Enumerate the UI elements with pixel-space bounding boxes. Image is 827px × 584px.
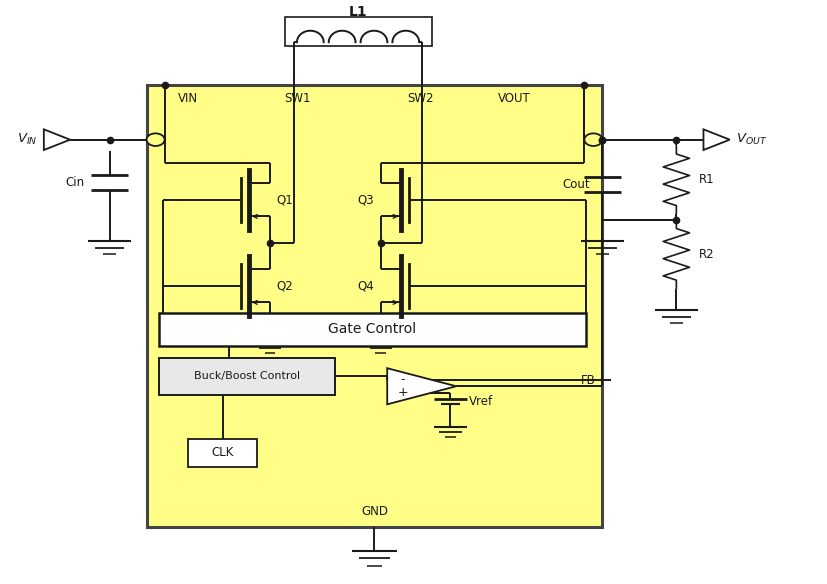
Text: Q1: Q1 [276,193,293,206]
Text: VOUT: VOUT [498,92,531,105]
Text: Cout: Cout [562,178,590,190]
Text: $V_{OUT}$: $V_{OUT}$ [736,132,767,147]
Text: Vref: Vref [469,395,493,408]
Text: SW2: SW2 [408,92,434,105]
Bar [284,18,432,47]
Circle shape [146,133,165,146]
Text: $V_{IN}$: $V_{IN}$ [17,132,37,147]
Bar [159,313,586,346]
Text: +: + [398,387,408,399]
Polygon shape [387,368,457,404]
Text: -: - [400,373,405,386]
Text: R2: R2 [700,248,715,261]
Text: L1: L1 [349,5,367,19]
Bar [159,357,336,395]
Text: FB: FB [581,374,596,387]
Text: Gate Control: Gate Control [328,322,417,336]
Text: VIN: VIN [178,92,198,105]
Polygon shape [704,129,729,150]
Bar [188,439,257,467]
Text: SW1: SW1 [284,92,311,105]
Bar [146,85,602,527]
Polygon shape [44,129,70,150]
Circle shape [585,133,602,146]
Text: R1: R1 [700,173,715,186]
Text: Q3: Q3 [357,193,374,206]
Text: Cin: Cin [66,176,85,189]
Text: CLK: CLK [212,446,234,459]
Text: Buck/Boost Control: Buck/Boost Control [194,371,300,381]
Text: GND: GND [361,505,388,518]
Text: Q2: Q2 [276,279,293,293]
Text: Q4: Q4 [357,279,374,293]
